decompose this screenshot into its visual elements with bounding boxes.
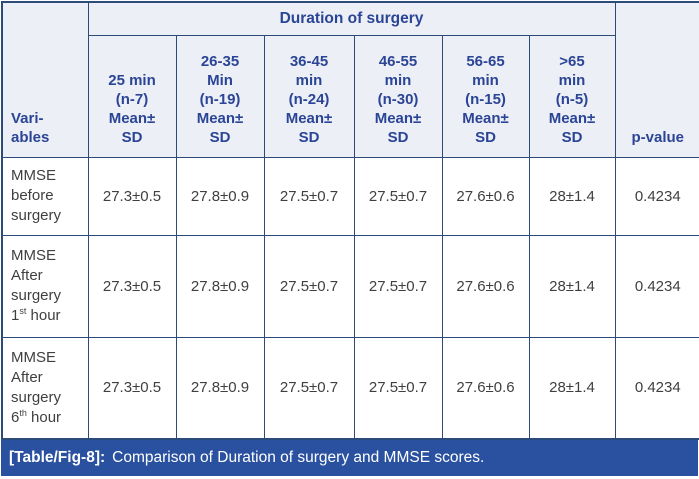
column-header-46-55-min: 46-55 min (n-30) Mean± SD [353,34,443,158]
table-row-mmse-before-surgery: MMSE before surgery 27.3±0.5 27.8±0.9 27… [1,156,699,236]
table-row-mmse-after-surgery-6th-hour: MMSE After surgery 6th hour 27.3±0.5 27.… [1,336,699,440]
value-cell: 27.6±0.6 [441,336,530,440]
p-value-cell: 0.4234 [614,234,699,338]
value-cell: 27.5±0.7 [353,234,443,338]
value-cell: 27.5±0.7 [353,156,443,236]
row-label-superscript: st [19,306,27,316]
column-header-56-65-min: 56-65 min (n-15) Mean± SD [441,34,530,158]
row-label-suffix: hour [26,408,62,426]
p-value-cell: 0.4234 [614,156,699,236]
variables-header: Vari- ables [1,1,89,158]
value-cell: 27.5±0.7 [263,234,355,338]
value-cell: 27.5±0.7 [353,336,443,440]
mmse-duration-table: Vari- ables Duration of surgery p-value … [1,1,699,440]
value-cell: 27.3±0.5 [87,234,177,338]
header-row-top: Vari- ables Duration of surgery p-value [1,1,699,158]
value-cell: 27.6±0.6 [441,234,530,338]
row-label-text: MMSE After surgery 1 [11,247,62,324]
row-label-superscript: th [19,407,27,418]
value-cell: 27.3±0.5 [87,156,177,236]
row-label: MMSE before surgery [1,156,89,236]
row-label: MMSE After surgery 6th hour [1,336,89,440]
column-header-26-35-min: 26-35 Min (n-19) Mean± SD [175,34,265,158]
row-label: MMSE After surgery 1st hour [1,234,89,338]
value-cell: 28±1.4 [528,234,616,338]
value-cell: 27.8±0.9 [175,156,265,236]
row-label-text: MMSE After surgery 6 [11,348,62,426]
caption-tag: [Table/Fig-8]: [9,449,106,466]
p-value-header: p-value [614,1,699,158]
column-header-36-45-min: 36-45 min (n-24) Mean± SD [263,34,355,158]
duration-of-surgery-header: Duration of surgery [87,1,616,36]
value-cell: 27.6±0.6 [441,156,530,236]
value-cell: 28±1.4 [528,156,616,236]
value-cell: 27.8±0.9 [175,234,265,338]
table-row-mmse-after-surgery-1st-hour: MMSE After surgery 1st hour 27.3±0.5 27.… [1,234,699,338]
value-cell: 27.3±0.5 [87,336,177,440]
value-cell: 27.5±0.7 [263,336,355,440]
p-value-cell: 0.4234 [614,336,699,440]
caption-text: Comparison of Duration of surgery and MM… [112,449,485,466]
table-caption: [Table/Fig-8]: Comparison of Duration of… [1,440,698,476]
column-header-25-min: 25 min (n-7) Mean± SD [87,34,177,158]
row-label-text: MMSE before surgery [11,167,62,224]
row-label-suffix: hour [26,307,61,324]
value-cell: 28±1.4 [528,336,616,440]
column-header-over-65-min: >65 min (n-5) Mean± SD [528,34,616,158]
header-row-sub: 25 min (n-7) Mean± SD 26-35 Min (n-19) M… [2,34,699,158]
value-cell: 27.8±0.9 [175,336,265,440]
value-cell: 27.5±0.7 [263,156,355,236]
